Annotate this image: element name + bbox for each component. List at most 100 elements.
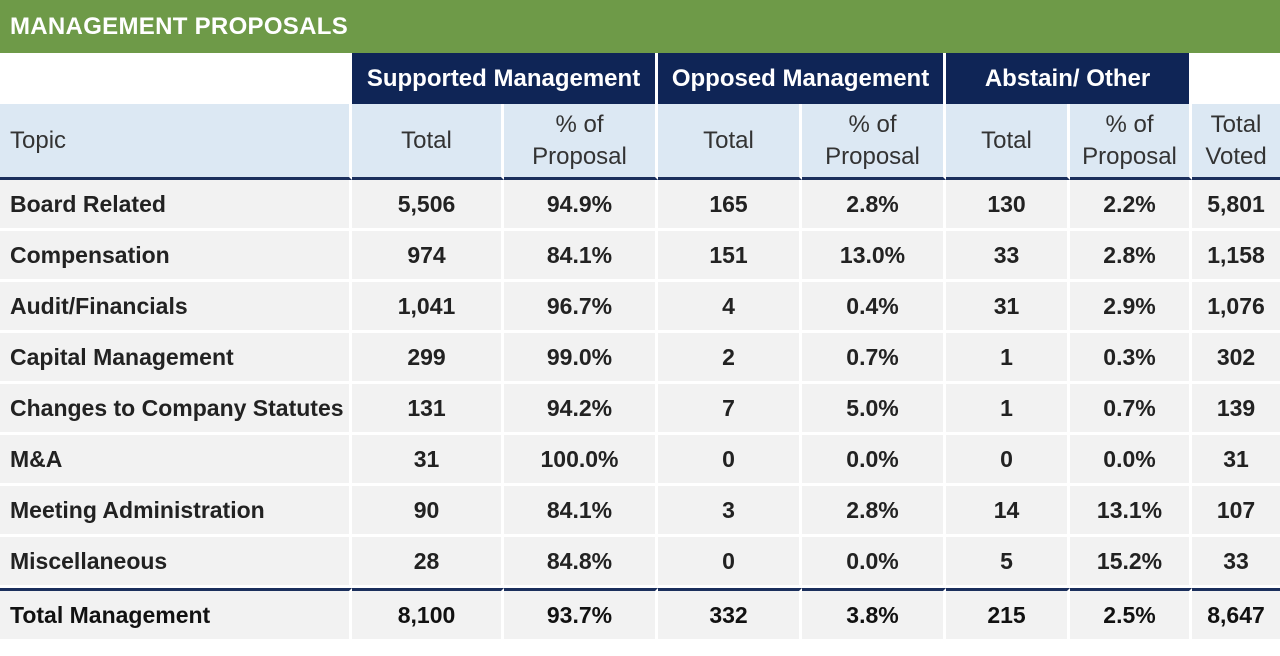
table-cell: 299 (352, 333, 504, 384)
column-header-line: Voted (1205, 142, 1267, 170)
table-cell: 7 (658, 384, 803, 435)
table-cell: 0 (658, 435, 803, 486)
table-cell: 1,041 (352, 282, 504, 333)
table-cell-topic: Compensation (0, 231, 352, 282)
group-header-row: Supported Management Opposed Management … (0, 53, 1280, 104)
table-row: Capital Management 299 99.0% 2 0.7% 1 0.… (0, 333, 1280, 384)
table-cell: 13.1% (1070, 486, 1193, 537)
column-header-supported-total: Total (352, 104, 504, 180)
table-cell: 5,506 (352, 180, 504, 231)
total-cell: 8,647 (1192, 588, 1280, 639)
table-cell: 0.0% (802, 435, 947, 486)
column-header-opposed-total: Total (658, 104, 803, 180)
table-cell-topic: M&A (0, 435, 352, 486)
total-cell-label: Total Management (0, 588, 352, 639)
table-cell: 31 (1192, 435, 1280, 486)
table-cell: 1 (946, 384, 1071, 435)
table-cell: 2.8% (802, 180, 947, 231)
table-cell: 3 (658, 486, 803, 537)
table-cell: 94.9% (504, 180, 659, 231)
total-row: Total Management 8,100 93.7% 332 3.8% 21… (0, 588, 1280, 639)
table-row: Board Related 5,506 94.9% 165 2.8% 130 2… (0, 180, 1280, 231)
table-cell: 33 (946, 231, 1071, 282)
table-cell: 2.2% (1070, 180, 1193, 231)
column-header-line: % of (848, 110, 897, 138)
table-cell: 5 (946, 537, 1071, 588)
table-cell: 0.4% (802, 282, 947, 333)
table-cell: 131 (352, 384, 504, 435)
group-header-abstain: Abstain/ Other (946, 53, 1193, 104)
table-cell-topic: Board Related (0, 180, 352, 231)
table-cell: 84.1% (504, 486, 659, 537)
table-cell: 5.0% (802, 384, 947, 435)
table-cell-topic: Capital Management (0, 333, 352, 384)
table-cell: 139 (1192, 384, 1280, 435)
column-header-abstain-pct: % of Proposal (1070, 104, 1193, 180)
table-cell: 1 (946, 333, 1071, 384)
table-cell: 0 (658, 537, 803, 588)
table-cell-topic: Meeting Administration (0, 486, 352, 537)
table-cell: 1,076 (1192, 282, 1280, 333)
table-cell: 31 (352, 435, 504, 486)
table-cell: 84.8% (504, 537, 659, 588)
table-cell-topic: Changes to Company Statutes (0, 384, 352, 435)
table-cell: 31 (946, 282, 1071, 333)
total-cell: 8,100 (352, 588, 504, 639)
total-cell: 332 (658, 588, 803, 639)
table-cell: 90 (352, 486, 504, 537)
table-cell: 99.0% (504, 333, 659, 384)
table-cell: 33 (1192, 537, 1280, 588)
table-cell: 0.3% (1070, 333, 1193, 384)
group-header-spacer (0, 53, 352, 104)
table-cell-topic: Audit/Financials (0, 282, 352, 333)
table-cell: 974 (352, 231, 504, 282)
table-row: Audit/Financials 1,041 96.7% 4 0.4% 31 2… (0, 282, 1280, 333)
column-header-line: Proposal (1082, 142, 1177, 170)
table-cell: 0 (946, 435, 1071, 486)
column-header-line: % of (1105, 110, 1154, 138)
table-cell: 14 (946, 486, 1071, 537)
table-cell: 2.9% (1070, 282, 1193, 333)
group-header-opposed: Opposed Management (658, 53, 947, 104)
table-cell: 107 (1192, 486, 1280, 537)
total-cell: 2.5% (1070, 588, 1193, 639)
column-header-line: Proposal (825, 142, 920, 170)
table-cell: 94.2% (504, 384, 659, 435)
total-cell: 93.7% (504, 588, 659, 639)
total-cell: 215 (946, 588, 1071, 639)
table-cell: 151 (658, 231, 803, 282)
table-cell: 4 (658, 282, 803, 333)
group-header-spacer-right (1192, 53, 1280, 104)
table-cell: 0.7% (802, 333, 947, 384)
table-title: MANAGEMENT PROPOSALS (0, 0, 1280, 53)
column-header-row: Topic Total % of Proposal Total % of Propo… (0, 104, 1280, 180)
table-row: Compensation 974 84.1% 151 13.0% 33 2.8%… (0, 231, 1280, 282)
column-header-line: Total (1210, 110, 1262, 138)
column-header-line: Proposal (532, 142, 627, 170)
table-cell-topic: Miscellaneous (0, 537, 352, 588)
column-header-line: % of (555, 110, 604, 138)
table-cell: 15.2% (1070, 537, 1193, 588)
group-header-supported: Supported Management (352, 53, 659, 104)
column-header-abstain-total: Total (946, 104, 1071, 180)
table-cell: 5,801 (1192, 180, 1280, 231)
table-cell: 0.0% (802, 537, 947, 588)
table-cell: 130 (946, 180, 1071, 231)
column-header-topic: Topic (0, 104, 352, 180)
table-row: Meeting Administration 90 84.1% 3 2.8% 1… (0, 486, 1280, 537)
table-row: Changes to Company Statutes 131 94.2% 7 … (0, 384, 1280, 435)
table-cell: 100.0% (504, 435, 659, 486)
column-header-supported-pct: % of Proposal (504, 104, 659, 180)
table-cell: 302 (1192, 333, 1280, 384)
table-cell: 0.0% (1070, 435, 1193, 486)
column-header-total-voted: Total Voted (1192, 104, 1280, 180)
table-cell: 2.8% (802, 486, 947, 537)
table-row: Miscellaneous 28 84.8% 0 0.0% 5 15.2% 33 (0, 537, 1280, 588)
table-cell: 1,158 (1192, 231, 1280, 282)
total-cell: 3.8% (802, 588, 947, 639)
table-cell: 2 (658, 333, 803, 384)
table-row: M&A 31 100.0% 0 0.0% 0 0.0% 31 (0, 435, 1280, 486)
table-cell: 96.7% (504, 282, 659, 333)
proposals-table: Supported Management Opposed Management … (0, 53, 1280, 639)
table-cell: 84.1% (504, 231, 659, 282)
